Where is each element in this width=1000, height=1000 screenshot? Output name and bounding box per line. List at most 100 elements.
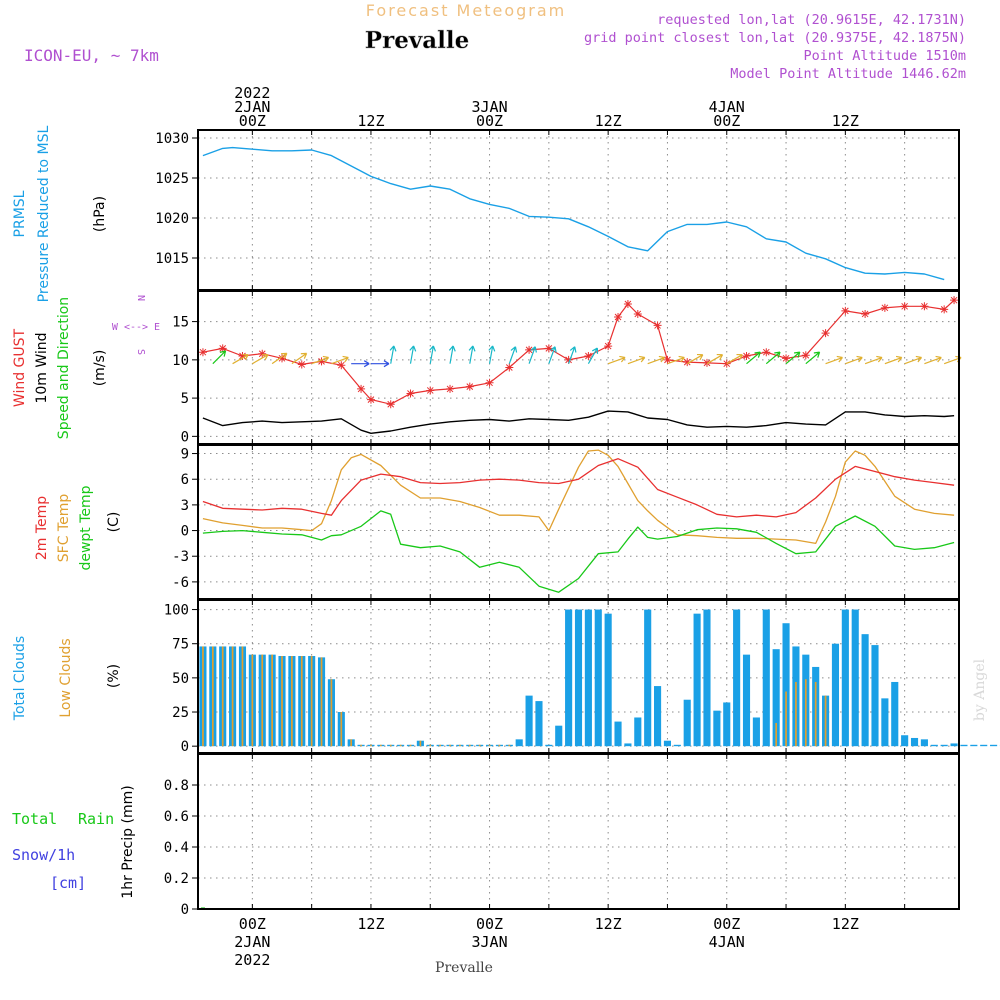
wind-gust-marker	[821, 329, 830, 338]
footer-location: Prevalle	[435, 960, 493, 976]
low-clouds-bar	[488, 744, 491, 747]
low-clouds-bar	[251, 654, 254, 747]
temp-label-dewpt: dewpt Temp	[78, 485, 94, 570]
temp-y-tick-label: -6	[172, 575, 189, 591]
pressure-y-tick-label: 1015	[155, 251, 189, 267]
wind-direction-arrow	[351, 360, 370, 368]
wind-gust-marker	[258, 349, 267, 358]
wind-direction-arrow	[627, 355, 646, 365]
low-clouds-bar	[399, 744, 402, 747]
low-clouds-bar	[320, 657, 323, 747]
wind-direction-arrow	[904, 355, 923, 365]
total-clouds-bar	[871, 645, 879, 747]
total-clouds-bar	[624, 743, 632, 747]
total-clouds-bar	[861, 634, 869, 747]
total-clouds-bar	[574, 609, 583, 747]
total-clouds-bar	[782, 623, 790, 747]
total-clouds-bar	[901, 735, 909, 747]
wind-gust-marker	[426, 386, 435, 395]
total-clouds-bar	[841, 609, 849, 747]
total-clouds-bar	[930, 744, 938, 747]
precip-label-total: Total	[12, 810, 57, 828]
time-label-bottom: 12Z	[595, 915, 622, 933]
wind-direction-arrow	[924, 355, 942, 365]
low-clouds-bar	[281, 656, 283, 747]
wind-gust-marker	[337, 361, 346, 370]
total-clouds-bar	[831, 643, 840, 747]
time-label-bottom: 12Z	[357, 915, 384, 933]
time-label-bottom: 4JAN	[709, 933, 745, 951]
total-clouds-bar	[762, 609, 770, 747]
precip-label-rain: Rain	[78, 810, 114, 828]
wind-gust-marker	[841, 306, 850, 315]
clouds-y-tick-label: 75	[172, 637, 189, 653]
wind-gust-marker	[357, 384, 366, 393]
low-clouds-bar	[508, 744, 511, 747]
wind-gust-marker	[317, 357, 326, 366]
total-clouds-bar	[970, 744, 978, 747]
wind-direction-arrow	[252, 353, 269, 365]
pressure-label-prmsl: PRMSL	[12, 190, 28, 237]
precip-panel-labels: Total Rain Snow/1h [cm] 1hr Precip (mm)	[12, 785, 136, 898]
time-label-top: 00Z	[239, 112, 266, 130]
wind-direction-arrow	[568, 346, 577, 364]
total-clouds-bar	[555, 725, 563, 747]
wind-panel-labels: Wind GUST 10m Wind Speed and Direction (…	[12, 295, 160, 439]
low-clouds-bar	[379, 744, 382, 747]
time-label-bottom: 00Z	[476, 915, 503, 933]
wind-direction-arrow	[548, 346, 557, 364]
low-clouds-bar	[202, 646, 204, 747]
wind-direction-arrow	[212, 350, 227, 365]
low-clouds-bar	[241, 646, 244, 747]
compass-south: S	[135, 349, 146, 355]
wind-direction-arrow	[825, 355, 843, 365]
total-clouds-bar	[990, 744, 998, 747]
chart-title: Forecast Meteogram	[366, 1, 566, 20]
low-clouds-bar	[211, 646, 214, 747]
total-clouds-bar	[881, 698, 889, 747]
wind-direction-arrow	[805, 351, 821, 365]
wind-gust-marker	[880, 303, 889, 312]
wind-direction-arrow	[528, 346, 537, 364]
clouds-label-total: Total Clouds	[12, 636, 28, 721]
wind-direction-arrow	[370, 360, 390, 368]
total-clouds-bar	[920, 739, 928, 747]
wind-panel: 0 5 10 15	[172, 291, 959, 445]
pressure-y-tick-label: 1030	[155, 131, 189, 147]
wind-gust-marker	[782, 354, 791, 363]
wind-gust-marker	[297, 360, 306, 369]
wind-y-tick-label: 0	[181, 429, 189, 445]
precip-y-tick-label: 0.4	[164, 840, 189, 856]
time-label-top: 12Z	[832, 112, 859, 130]
total-clouds-bar	[634, 717, 642, 747]
plot-panels: 1015102010251030051015-6-303690255075100…	[155, 129, 1000, 918]
clouds-y-tick-label: 100	[164, 603, 189, 619]
time-label-bottom: 12Z	[832, 915, 859, 933]
wind-direction-arrow	[785, 351, 801, 365]
clouds-y-tick-label: 0	[181, 739, 189, 755]
total-clouds-bar	[545, 744, 553, 747]
wind-y-tick-label: 15	[172, 315, 189, 331]
temp-y-tick-label: 3	[181, 498, 189, 514]
wind-gust-marker	[614, 313, 623, 322]
total-clouds-bar	[910, 737, 919, 747]
wind-gust-marker	[950, 296, 959, 305]
wind-gust-marker	[920, 302, 929, 311]
clouds-panel-labels: Total Clouds Low Clouds (%)	[12, 636, 122, 721]
wind-direction-arrow	[508, 346, 518, 364]
low-clouds-bar	[310, 656, 313, 747]
total-clouds-bar	[584, 609, 592, 747]
pressure-panel: 1015 1020 1025 1030	[155, 130, 959, 290]
low-clouds-bar	[459, 744, 461, 747]
wind-direction-arrow	[291, 352, 308, 365]
low-clouds-bar	[775, 722, 778, 747]
pressure-panel-labels: PRMSL Pressure Reduced to MSL (hPa)	[12, 125, 108, 302]
pressure-y-tick-label: 1025	[155, 171, 189, 187]
wind-gust-marker	[653, 321, 662, 330]
time-label-top: 2022	[234, 84, 270, 102]
wind-unit: (m/s)	[92, 350, 108, 387]
time-label-top: 12Z	[595, 112, 622, 130]
total-clouds-bar	[525, 695, 533, 747]
